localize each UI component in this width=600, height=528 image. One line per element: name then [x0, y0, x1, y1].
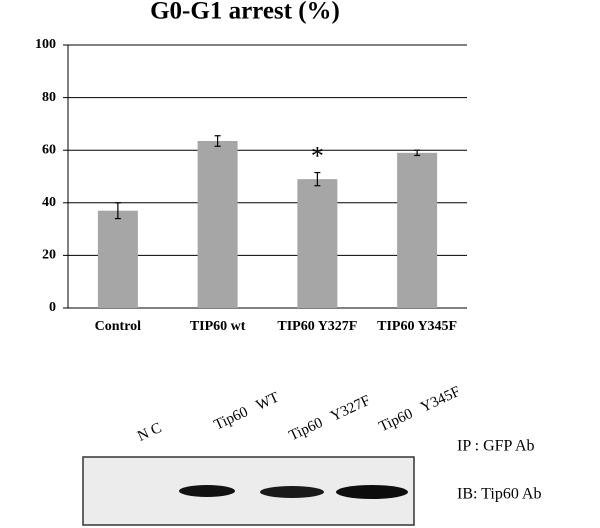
lane-label: Tip60 Y345F	[377, 384, 463, 436]
blot-band	[260, 486, 324, 498]
blot-label: IP : GFP Ab	[457, 438, 535, 455]
error-bar	[114, 202, 121, 220]
error-bar	[414, 149, 421, 157]
bar	[97, 210, 138, 308]
y-tick-label: 0	[49, 300, 56, 315]
bar	[397, 152, 438, 308]
y-tick-label: 80	[42, 90, 56, 105]
lane-label: Tip60 WT	[212, 390, 282, 434]
x-tick-label: TIP60 Y345F	[377, 319, 457, 334]
chart-title: G0-G1 arrest (%)	[150, 0, 340, 25]
bar	[197, 140, 238, 308]
y-tick-label: 20	[42, 248, 56, 263]
error-bar	[314, 171, 321, 187]
x-tick-label: TIP60 Y327F	[277, 319, 357, 334]
blot-band	[179, 485, 235, 497]
y-tick-label: 60	[42, 142, 56, 157]
x-tick-label: Control	[95, 319, 142, 334]
y-tick-label: 40	[42, 195, 56, 210]
blot-band	[336, 485, 408, 499]
bar	[297, 179, 338, 308]
blot-label: IB: Tip60 Ab	[457, 486, 541, 503]
lane-label: Tip60 Y327F	[287, 393, 373, 445]
annotation: *	[311, 142, 324, 171]
lane-label: N C	[135, 420, 164, 445]
error-bar	[214, 135, 221, 147]
x-tick-label: TIP60 wt	[190, 319, 246, 334]
y-tick-label: 100	[35, 37, 56, 52]
